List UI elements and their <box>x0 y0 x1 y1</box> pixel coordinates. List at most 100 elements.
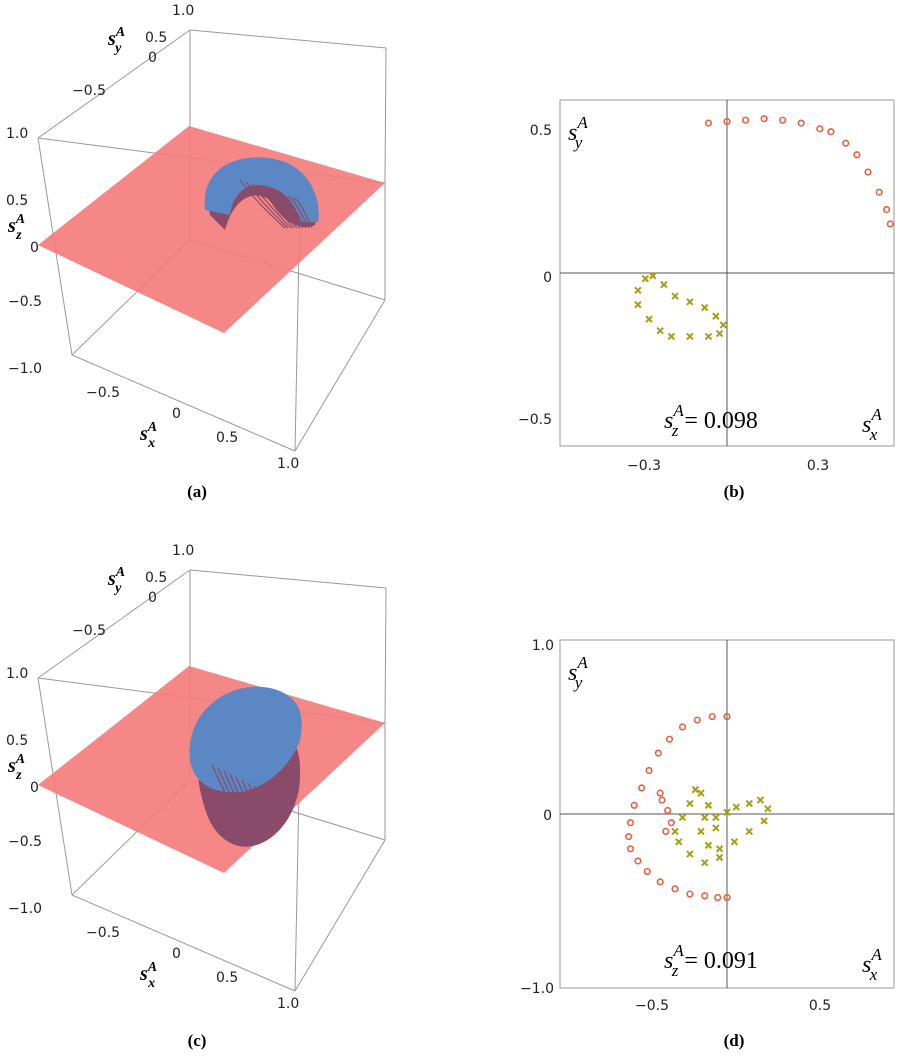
cross-stroke <box>671 292 679 300</box>
x-tick: −0.5 <box>635 998 669 1014</box>
data-point <box>730 838 739 846</box>
data-point <box>625 833 633 841</box>
cross-stroke <box>686 332 694 341</box>
z-tick: −1.0 <box>8 901 42 917</box>
data-point <box>704 332 713 341</box>
data-point <box>638 784 646 792</box>
series-crosses <box>671 785 772 867</box>
cross-stroke <box>756 796 765 804</box>
data-point <box>686 890 694 898</box>
data-point <box>686 799 694 808</box>
z-axis-label: sA z <box>7 752 25 783</box>
x-tick: −0.5 <box>86 385 120 401</box>
box-edge <box>189 29 387 49</box>
data-point <box>634 286 642 295</box>
trajectory-ring <box>293 197 313 229</box>
data-point <box>853 151 861 159</box>
data-point <box>816 125 824 133</box>
data-point <box>671 885 679 893</box>
data-point <box>686 332 694 341</box>
y-tick: 0 <box>543 808 552 824</box>
z-tick: 0.5 <box>6 193 28 209</box>
data-point <box>643 867 651 876</box>
data-point <box>712 312 720 320</box>
cross-stroke <box>660 280 668 289</box>
x-tick: 1.0 <box>277 456 299 472</box>
data-point <box>691 785 700 794</box>
cross-stroke <box>701 303 709 312</box>
data-point <box>662 827 670 836</box>
data-point <box>634 301 642 309</box>
trajectory-ring <box>251 183 292 229</box>
cross-stroke <box>723 808 731 816</box>
annotation-sz: sA z = 0.098 <box>664 401 758 440</box>
series-crosses <box>634 272 727 341</box>
cross-stroke <box>686 298 694 306</box>
y-axis-label: sA y <box>568 653 588 692</box>
caption-d: (d) <box>724 1031 745 1050</box>
y-tick: −1.0 <box>520 981 554 997</box>
data-point <box>645 766 653 775</box>
x-tick: −0.3 <box>627 458 661 474</box>
data-point <box>686 850 694 858</box>
z-tick: 1.0 <box>6 666 28 682</box>
z-tick: −1.0 <box>8 361 42 377</box>
y-tick: −0.5 <box>72 83 106 99</box>
trajectory-ring <box>239 179 286 229</box>
data-point <box>723 118 731 126</box>
x-tick: 0.5 <box>809 998 831 1014</box>
data-point <box>658 796 666 804</box>
cross-stroke <box>715 329 724 338</box>
x-tick: 0 <box>172 406 181 422</box>
data-point <box>704 801 713 810</box>
trajectory-ring <box>235 776 259 841</box>
box-edge <box>294 299 386 452</box>
z-tick: 0.5 <box>6 733 28 749</box>
trajectory-ring <box>263 187 298 229</box>
cross-stroke <box>715 845 724 853</box>
cross-stroke <box>645 315 653 323</box>
y-tick: 0 <box>543 270 552 286</box>
cross-stroke <box>704 841 713 850</box>
data-point <box>886 220 894 228</box>
z-tick: −0.5 <box>8 834 42 850</box>
data-point <box>701 813 709 822</box>
data-point <box>656 789 664 797</box>
data-point <box>626 819 635 827</box>
y-axis-label: sA y <box>107 25 125 56</box>
cross-stroke <box>671 827 679 836</box>
annotation-sz: sA z = 0.091 <box>664 941 758 980</box>
data-point <box>741 116 750 124</box>
data-point <box>697 789 705 797</box>
data-point <box>671 292 679 300</box>
y-axis-label: sA y <box>107 565 125 596</box>
box-edge <box>71 354 296 452</box>
data-point <box>678 723 687 731</box>
x-axis-label: sA x <box>862 405 882 444</box>
data-point <box>641 275 650 283</box>
z-tick: −0.5 <box>8 294 42 310</box>
trajectory-ring <box>211 764 251 841</box>
data-point <box>704 841 713 850</box>
cross-stroke <box>641 275 650 283</box>
box-edge <box>37 29 191 139</box>
box-edge <box>384 47 387 184</box>
data-point <box>665 735 674 743</box>
caption-c: (c) <box>188 1031 207 1050</box>
data-point <box>715 329 724 338</box>
cross-stroke <box>634 301 642 309</box>
panel-d-2d: 1.0 0 −1.0 −0.5 0.5 sA y sA x sA z = 0.091 <box>520 638 895 1014</box>
x-tick: 0.5 <box>216 970 238 986</box>
cross-stroke <box>634 286 642 295</box>
trajectory-ring <box>269 189 301 229</box>
data-point <box>712 813 720 822</box>
box-edge <box>189 569 387 589</box>
data-point <box>704 119 713 127</box>
cross-stroke <box>675 838 683 846</box>
trajectory-ring <box>245 181 289 229</box>
x-axis-label: sA x <box>139 420 157 451</box>
data-point <box>656 326 664 335</box>
data-point <box>712 824 720 832</box>
cross-stroke <box>764 805 772 813</box>
y-tick: 1.0 <box>532 638 554 654</box>
